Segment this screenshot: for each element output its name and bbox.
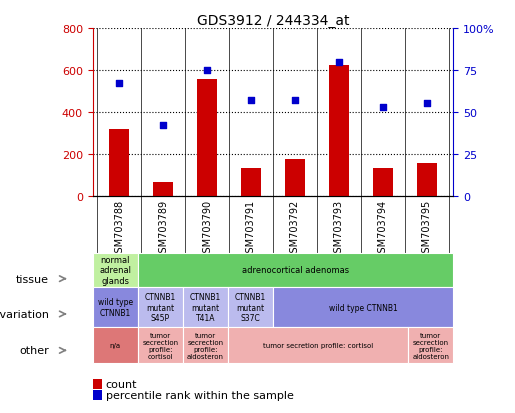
Text: GSM703789: GSM703789 <box>158 199 168 258</box>
Bar <box>183 328 228 363</box>
Point <box>247 97 255 104</box>
Bar <box>373 169 393 196</box>
Text: GSM703791: GSM703791 <box>246 199 256 258</box>
Text: GSM703792: GSM703792 <box>290 199 300 258</box>
Bar <box>228 328 408 363</box>
Title: GDS3912 / 244334_at: GDS3912 / 244334_at <box>197 14 349 28</box>
Text: CTNNB1
mutant
T41A: CTNNB1 mutant T41A <box>190 292 221 322</box>
Text: tumor
secrection
profile:
aldosteron: tumor secrection profile: aldosteron <box>187 332 224 359</box>
Bar <box>138 287 183 328</box>
Text: n/a: n/a <box>110 342 121 349</box>
Text: wild type CTNNB1: wild type CTNNB1 <box>329 303 398 312</box>
Text: GSM703795: GSM703795 <box>422 199 432 258</box>
Text: count: count <box>106 379 137 389</box>
Bar <box>228 287 273 328</box>
Text: GSM703794: GSM703794 <box>378 199 388 258</box>
Text: other: other <box>19 346 49 356</box>
Bar <box>138 254 453 287</box>
Text: percentile rank within the sample: percentile rank within the sample <box>106 390 294 400</box>
Text: GSM703788: GSM703788 <box>114 199 124 258</box>
Text: GSM703790: GSM703790 <box>202 199 212 258</box>
Point <box>203 67 211 74</box>
Bar <box>153 183 173 196</box>
Bar <box>417 164 437 196</box>
Bar <box>183 287 228 328</box>
Bar <box>197 80 217 196</box>
Point <box>159 123 167 129</box>
Bar <box>285 159 305 196</box>
Text: genotype/variation: genotype/variation <box>0 309 49 319</box>
Bar <box>408 328 453 363</box>
Bar <box>109 129 129 196</box>
Bar <box>93 328 138 363</box>
Point <box>423 101 431 107</box>
Point <box>379 104 387 111</box>
Text: normal
adrenal
glands: normal adrenal glands <box>99 255 131 285</box>
Point <box>335 59 343 66</box>
Bar <box>329 66 349 196</box>
Bar <box>273 287 453 328</box>
Bar <box>93 254 138 287</box>
Text: tumor secretion profile: cortisol: tumor secretion profile: cortisol <box>263 342 373 349</box>
Point <box>291 97 299 104</box>
Text: CTNNB1
mutant
S45P: CTNNB1 mutant S45P <box>145 292 176 322</box>
Text: wild type
CTNNB1: wild type CTNNB1 <box>98 298 133 317</box>
Text: GSM703793: GSM703793 <box>334 199 344 258</box>
Text: adrenocortical adenomas: adrenocortical adenomas <box>242 266 349 275</box>
Point <box>115 81 123 88</box>
Bar <box>138 328 183 363</box>
Text: tissue: tissue <box>16 274 49 284</box>
Bar <box>241 169 261 196</box>
Bar <box>93 287 138 328</box>
Text: tumor
secrection
profile:
cortisol: tumor secrection profile: cortisol <box>142 332 178 359</box>
Text: CTNNB1
mutant
S37C: CTNNB1 mutant S37C <box>235 292 266 322</box>
Text: tumor
secrection
profile:
aldosteron: tumor secrection profile: aldosteron <box>412 332 449 359</box>
